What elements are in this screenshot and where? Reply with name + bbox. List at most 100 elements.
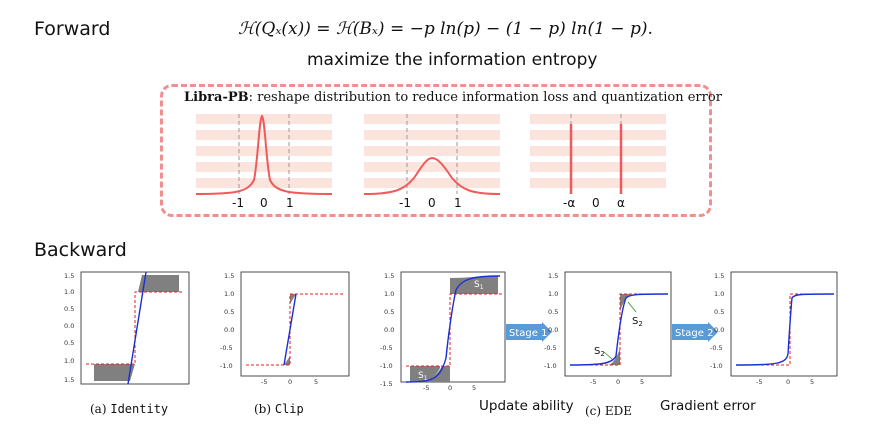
- y-axis-ticks: 1.5 1.0 0.5 0.0 -0.5 -1.0 -1.5: [380, 272, 394, 388]
- y-tick: 1.5: [714, 272, 724, 280]
- s2-label-top: S2: [632, 316, 643, 328]
- y-tick: 1.0: [64, 288, 74, 296]
- x-tick: -5: [423, 384, 429, 390]
- gray-area-s2-top: [620, 294, 632, 312]
- x-tick: 0: [616, 378, 620, 386]
- plot-frame: [730, 271, 838, 377]
- arrow-shape: [506, 322, 552, 342]
- libra-caption: Libra-PB: reshape distribution to reduce…: [184, 90, 722, 105]
- s1-label-bottom: S1: [418, 371, 428, 382]
- plot2-label-1: 1: [454, 196, 462, 210]
- s2-label-bottom: S2: [594, 346, 605, 358]
- s1-label-top: S1: [474, 280, 484, 291]
- plot3-label-alpha: α: [617, 196, 625, 210]
- x-tick: 5: [314, 378, 318, 386]
- y-tick: 1.5: [384, 272, 394, 280]
- distribution-plot-2: [364, 114, 501, 195]
- plot3-label-0: 0: [592, 196, 600, 210]
- y-tick: 1.0: [64, 357, 74, 365]
- x-tick: 0: [448, 384, 452, 390]
- gray-area-s1-bottom-wide: [406, 366, 440, 382]
- x-axis-ticks: -5 0 5: [261, 378, 318, 386]
- y-axis-ticks: 1.5 1.0 0.5 0.0 -0.5 -1.0: [710, 272, 724, 370]
- distribution-curve: [364, 156, 501, 195]
- y-axis-ticks: 1.5 1.0 0.5 0.0 -0.5 -1.0: [544, 272, 558, 370]
- x-tick: -5: [756, 378, 762, 386]
- plot-frame: [80, 271, 190, 385]
- entropy-formula: ℋ(Qₓ(x)) = ℋ(Bₓ) = −p ln(p) − (1 − p) ln…: [238, 19, 653, 39]
- libra-description: : reshape distribution to reduce informa…: [248, 90, 722, 105]
- plot1-label-0: 0: [260, 196, 268, 210]
- y-tick: 0.0: [224, 326, 234, 334]
- y-tick: -0.5: [380, 344, 393, 352]
- y-tick: -1.0: [220, 362, 233, 370]
- x-tick: -5: [261, 378, 267, 386]
- ede-curve: [569, 293, 669, 366]
- stage1-arrow: Stage 1: [506, 322, 552, 342]
- y-tick: 0.0: [714, 326, 724, 334]
- y-tick: 1.0: [384, 290, 394, 298]
- x-axis-ticks: -5 0 5: [590, 378, 644, 386]
- plot-clip: 1.5 1.0 0.5 0.0 -0.5 -1.0 -5 0 5: [220, 271, 350, 386]
- y-tick: 1.5: [548, 272, 558, 280]
- gray-area-bottom: [94, 364, 128, 381]
- stage2-arrow: Stage 2: [672, 322, 718, 342]
- note-gradient-error: Gradient error: [660, 398, 756, 414]
- plot1-label-neg1: -1: [232, 196, 244, 210]
- x-tick: 5: [640, 378, 644, 386]
- y-tick: -1.0: [380, 362, 393, 370]
- forward-title: Forward: [34, 18, 111, 40]
- y-tick: -1.0: [710, 362, 723, 370]
- stage1-label: Stage 1: [509, 328, 547, 339]
- x-tick: 0: [288, 378, 292, 386]
- y-tick: 0.5: [714, 308, 724, 316]
- gray-area-s1-top: [450, 276, 498, 294]
- y-tick: 0.5: [64, 339, 74, 347]
- y-tick: -0.5: [544, 344, 557, 352]
- gray-area-s1-bottom: [406, 366, 450, 382]
- y-tick: 1.0: [714, 290, 724, 298]
- plot2-label-0: 0: [428, 196, 436, 210]
- y-tick: 0.0: [548, 326, 558, 334]
- y-tick: 1.5: [64, 376, 74, 384]
- backward-title: Backward: [34, 239, 127, 261]
- x-axis-ticks: -5 0 5: [756, 378, 814, 386]
- y-tick: -0.5: [710, 344, 723, 352]
- plot-ede-stage1: 1.5 1.0 0.5 0.0 -0.5 -1.0 -5 0 5 S2 S2: [544, 271, 672, 386]
- plot2-label-neg1: -1: [399, 196, 411, 210]
- plot-ede-initial: 1.5 1.0 0.5 0.0 -0.5 -1.0 -1.5 -5 0 5 S1…: [380, 271, 506, 390]
- caption-ede: (c) EDE: [585, 404, 633, 418]
- plot-frame: [240, 271, 350, 377]
- s2-pointer-bottom: [603, 351, 613, 360]
- y-tick: 1.0: [548, 290, 558, 298]
- step-function: [406, 293, 502, 367]
- step-function: [736, 293, 834, 366]
- plot-frame: [400, 271, 506, 383]
- x-tick: 5: [810, 378, 814, 386]
- y-tick: 1.0: [224, 290, 234, 298]
- band-rows: [364, 114, 500, 188]
- x-tick: 0: [786, 378, 790, 386]
- plot1-label-1: 1: [286, 196, 294, 210]
- s2-pointer-top: [627, 301, 637, 313]
- x-tick: 5: [472, 384, 476, 390]
- y-tick: 1.5: [224, 272, 234, 280]
- step-function: [246, 293, 344, 366]
- y-tick: -0.5: [220, 344, 233, 352]
- y-tick: 0.0: [384, 326, 394, 334]
- caption-identity: (a) Identity: [90, 402, 169, 416]
- caption-clip: (b) Clip: [254, 402, 304, 416]
- distribution-curve: [196, 114, 333, 195]
- y-tick: 0.5: [224, 308, 234, 316]
- libra-pb-box: [160, 84, 712, 217]
- y-tick: -1.0: [544, 362, 557, 370]
- y-axis-ticks: 1.5 1.0 0.5 0.0 -0.5 -1.0: [220, 272, 234, 370]
- gray-area-top: [290, 294, 296, 304]
- y-tick: 0.0: [64, 322, 74, 330]
- clip-line: [283, 293, 297, 366]
- plot-frame: [564, 271, 672, 377]
- step-function: [86, 291, 184, 365]
- plot3-label-neg-alpha: -α: [563, 196, 576, 210]
- arrow-shape: [672, 322, 718, 342]
- note-update-ability: Update ability: [479, 398, 574, 414]
